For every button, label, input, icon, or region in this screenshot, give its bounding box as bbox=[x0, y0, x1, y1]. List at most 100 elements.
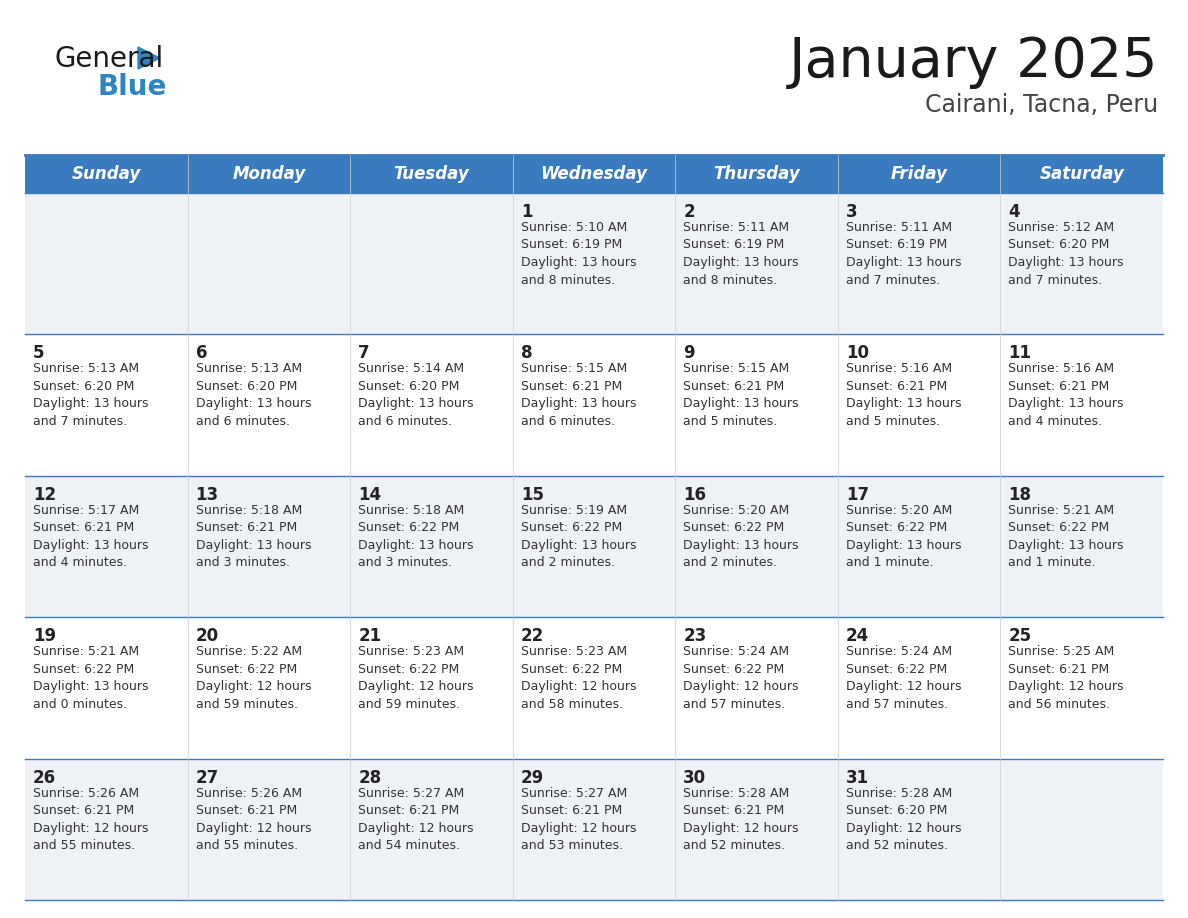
Text: Daylight: 12 hours: Daylight: 12 hours bbox=[846, 680, 961, 693]
Text: Sunday: Sunday bbox=[71, 165, 141, 183]
Text: 18: 18 bbox=[1009, 486, 1031, 504]
Text: 23: 23 bbox=[683, 627, 707, 645]
Text: Sunrise: 5:28 AM: Sunrise: 5:28 AM bbox=[683, 787, 790, 800]
Text: 10: 10 bbox=[846, 344, 868, 363]
Text: Sunrise: 5:11 AM: Sunrise: 5:11 AM bbox=[683, 221, 789, 234]
Text: Daylight: 13 hours: Daylight: 13 hours bbox=[1009, 256, 1124, 269]
Text: and 7 minutes.: and 7 minutes. bbox=[846, 274, 940, 286]
Text: Sunrise: 5:17 AM: Sunrise: 5:17 AM bbox=[33, 504, 139, 517]
Text: and 57 minutes.: and 57 minutes. bbox=[683, 698, 785, 711]
Text: Blue: Blue bbox=[97, 73, 168, 101]
Text: 19: 19 bbox=[33, 627, 56, 645]
Text: Sunset: 6:21 PM: Sunset: 6:21 PM bbox=[846, 380, 947, 393]
Text: Sunrise: 5:21 AM: Sunrise: 5:21 AM bbox=[33, 645, 139, 658]
Text: and 55 minutes.: and 55 minutes. bbox=[33, 839, 135, 852]
Text: 21: 21 bbox=[358, 627, 381, 645]
Text: Sunset: 6:22 PM: Sunset: 6:22 PM bbox=[358, 521, 460, 534]
Text: Sunrise: 5:24 AM: Sunrise: 5:24 AM bbox=[846, 645, 952, 658]
Text: Daylight: 13 hours: Daylight: 13 hours bbox=[1009, 397, 1124, 410]
Text: and 5 minutes.: and 5 minutes. bbox=[683, 415, 777, 428]
Text: Daylight: 13 hours: Daylight: 13 hours bbox=[520, 397, 637, 410]
Text: Sunrise: 5:18 AM: Sunrise: 5:18 AM bbox=[358, 504, 465, 517]
Text: Sunrise: 5:25 AM: Sunrise: 5:25 AM bbox=[1009, 645, 1114, 658]
Text: Sunset: 6:22 PM: Sunset: 6:22 PM bbox=[33, 663, 134, 676]
Text: Sunset: 6:22 PM: Sunset: 6:22 PM bbox=[196, 663, 297, 676]
Text: and 52 minutes.: and 52 minutes. bbox=[683, 839, 785, 852]
Text: 17: 17 bbox=[846, 486, 868, 504]
Text: Daylight: 12 hours: Daylight: 12 hours bbox=[683, 680, 798, 693]
Text: 2: 2 bbox=[683, 203, 695, 221]
Text: 31: 31 bbox=[846, 768, 868, 787]
Text: Daylight: 13 hours: Daylight: 13 hours bbox=[33, 397, 148, 410]
Text: and 52 minutes.: and 52 minutes. bbox=[846, 839, 948, 852]
Text: 20: 20 bbox=[196, 627, 219, 645]
Text: Sunrise: 5:27 AM: Sunrise: 5:27 AM bbox=[358, 787, 465, 800]
Text: 27: 27 bbox=[196, 768, 219, 787]
Text: Sunrise: 5:15 AM: Sunrise: 5:15 AM bbox=[520, 363, 627, 375]
Polygon shape bbox=[138, 47, 160, 69]
Text: Sunrise: 5:13 AM: Sunrise: 5:13 AM bbox=[196, 363, 302, 375]
Text: and 4 minutes.: and 4 minutes. bbox=[33, 556, 127, 569]
Text: and 8 minutes.: and 8 minutes. bbox=[683, 274, 777, 286]
Text: 24: 24 bbox=[846, 627, 870, 645]
Text: and 7 minutes.: and 7 minutes. bbox=[1009, 274, 1102, 286]
Text: Friday: Friday bbox=[891, 165, 948, 183]
Text: Sunset: 6:21 PM: Sunset: 6:21 PM bbox=[520, 804, 623, 817]
Text: Sunrise: 5:23 AM: Sunrise: 5:23 AM bbox=[358, 645, 465, 658]
Text: Daylight: 13 hours: Daylight: 13 hours bbox=[33, 680, 148, 693]
Text: and 58 minutes.: and 58 minutes. bbox=[520, 698, 623, 711]
Text: Sunset: 6:20 PM: Sunset: 6:20 PM bbox=[1009, 239, 1110, 252]
Text: Sunrise: 5:15 AM: Sunrise: 5:15 AM bbox=[683, 363, 790, 375]
Text: Daylight: 13 hours: Daylight: 13 hours bbox=[683, 256, 798, 269]
Text: Daylight: 13 hours: Daylight: 13 hours bbox=[846, 256, 961, 269]
Text: 5: 5 bbox=[33, 344, 44, 363]
Text: Saturday: Saturday bbox=[1040, 165, 1124, 183]
Text: Sunset: 6:21 PM: Sunset: 6:21 PM bbox=[196, 804, 297, 817]
Text: Sunrise: 5:23 AM: Sunrise: 5:23 AM bbox=[520, 645, 627, 658]
Text: Sunset: 6:22 PM: Sunset: 6:22 PM bbox=[1009, 521, 1110, 534]
Text: Sunrise: 5:22 AM: Sunrise: 5:22 AM bbox=[196, 645, 302, 658]
Bar bbox=[25, 334, 1163, 476]
Text: and 2 minutes.: and 2 minutes. bbox=[520, 556, 614, 569]
Text: and 56 minutes.: and 56 minutes. bbox=[1009, 698, 1111, 711]
Text: 28: 28 bbox=[358, 768, 381, 787]
Text: Sunset: 6:22 PM: Sunset: 6:22 PM bbox=[683, 521, 784, 534]
Text: Sunrise: 5:24 AM: Sunrise: 5:24 AM bbox=[683, 645, 789, 658]
Text: Daylight: 13 hours: Daylight: 13 hours bbox=[1009, 539, 1124, 552]
Text: 30: 30 bbox=[683, 768, 707, 787]
Text: Sunset: 6:20 PM: Sunset: 6:20 PM bbox=[33, 380, 134, 393]
Text: Daylight: 12 hours: Daylight: 12 hours bbox=[358, 680, 474, 693]
Bar bbox=[25, 758, 1163, 900]
Text: Sunrise: 5:14 AM: Sunrise: 5:14 AM bbox=[358, 363, 465, 375]
Text: and 7 minutes.: and 7 minutes. bbox=[33, 415, 127, 428]
Text: Daylight: 13 hours: Daylight: 13 hours bbox=[358, 539, 474, 552]
Text: and 1 minute.: and 1 minute. bbox=[1009, 556, 1095, 569]
Text: Wednesday: Wednesday bbox=[541, 165, 647, 183]
Text: and 3 minutes.: and 3 minutes. bbox=[196, 556, 290, 569]
Text: Daylight: 13 hours: Daylight: 13 hours bbox=[196, 397, 311, 410]
Text: Sunset: 6:21 PM: Sunset: 6:21 PM bbox=[196, 521, 297, 534]
Text: Sunrise: 5:13 AM: Sunrise: 5:13 AM bbox=[33, 363, 139, 375]
Text: Daylight: 13 hours: Daylight: 13 hours bbox=[358, 397, 474, 410]
Text: Daylight: 13 hours: Daylight: 13 hours bbox=[520, 539, 637, 552]
Text: Sunset: 6:19 PM: Sunset: 6:19 PM bbox=[520, 239, 623, 252]
Text: Sunrise: 5:26 AM: Sunrise: 5:26 AM bbox=[33, 787, 139, 800]
Text: 12: 12 bbox=[33, 486, 56, 504]
Text: Daylight: 12 hours: Daylight: 12 hours bbox=[33, 822, 148, 834]
Text: Sunset: 6:20 PM: Sunset: 6:20 PM bbox=[196, 380, 297, 393]
Text: Sunset: 6:22 PM: Sunset: 6:22 PM bbox=[846, 663, 947, 676]
Text: 22: 22 bbox=[520, 627, 544, 645]
Text: and 3 minutes.: and 3 minutes. bbox=[358, 556, 453, 569]
Text: Daylight: 13 hours: Daylight: 13 hours bbox=[196, 539, 311, 552]
Text: Daylight: 12 hours: Daylight: 12 hours bbox=[1009, 680, 1124, 693]
Text: Sunset: 6:19 PM: Sunset: 6:19 PM bbox=[683, 239, 784, 252]
Text: Sunrise: 5:20 AM: Sunrise: 5:20 AM bbox=[846, 504, 952, 517]
Text: and 59 minutes.: and 59 minutes. bbox=[196, 698, 297, 711]
Text: and 0 minutes.: and 0 minutes. bbox=[33, 698, 127, 711]
Text: Sunset: 6:21 PM: Sunset: 6:21 PM bbox=[33, 804, 134, 817]
Text: Sunrise: 5:16 AM: Sunrise: 5:16 AM bbox=[1009, 363, 1114, 375]
Text: Daylight: 12 hours: Daylight: 12 hours bbox=[520, 822, 637, 834]
Text: Daylight: 12 hours: Daylight: 12 hours bbox=[520, 680, 637, 693]
Text: 16: 16 bbox=[683, 486, 707, 504]
Text: Sunset: 6:21 PM: Sunset: 6:21 PM bbox=[683, 804, 784, 817]
